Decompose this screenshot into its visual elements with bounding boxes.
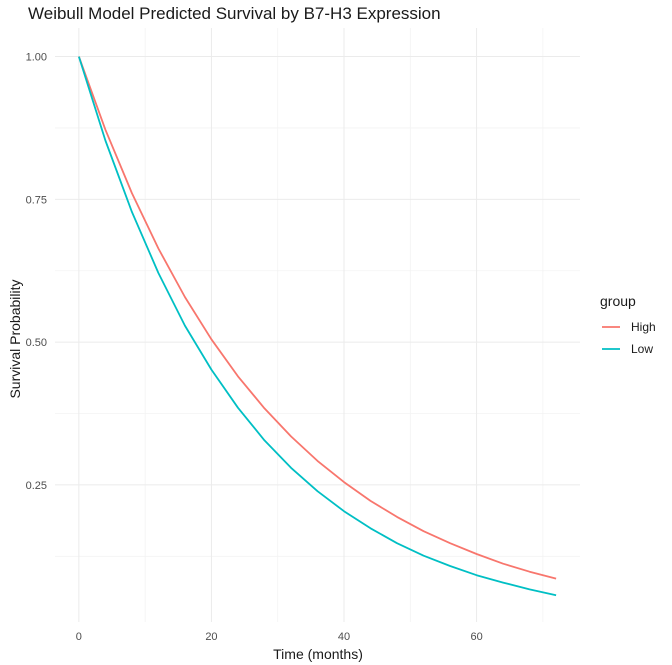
y-tick-label: 0.75	[26, 194, 47, 206]
grid	[55, 28, 580, 622]
x-axis-title: Time (months)	[273, 646, 363, 662]
legend: group High Low	[600, 293, 656, 356]
legend-title: group	[600, 293, 636, 309]
x-tick-label: 0	[76, 631, 82, 643]
series-line-low	[78, 56, 557, 597]
x-tick-label: 20	[205, 631, 217, 643]
chart-title: Weibull Model Predicted Survival by B7-H…	[28, 4, 441, 23]
x-tick-label: 60	[470, 631, 482, 643]
x-tick-label: 40	[338, 631, 350, 643]
series-line-high	[78, 56, 557, 580]
legend-label-low: Low	[631, 342, 653, 356]
y-tick-label: 1.00	[26, 52, 47, 64]
legend-label-high: High	[631, 320, 656, 334]
y-tick-label: 0.25	[26, 480, 47, 492]
y-tick-label: 0.50	[26, 337, 47, 349]
series-lines	[78, 56, 557, 597]
tick-labels: 0 20 40 60 0.25 0.50 0.75 1.00	[26, 52, 483, 643]
y-axis-title: Survival Probability	[7, 279, 23, 398]
